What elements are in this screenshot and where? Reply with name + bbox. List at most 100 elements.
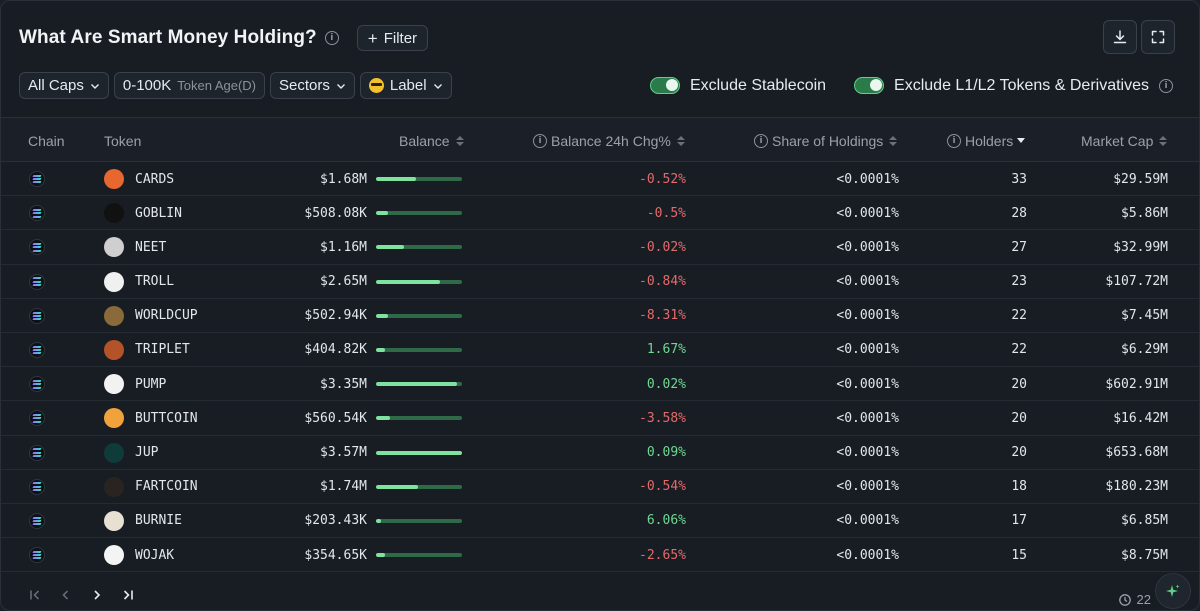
- table-row[interactable]: NEET $1.16M -0.02% <0.0001% 27 $32.99M: [1, 230, 1199, 265]
- balance-bar-cell: [367, 162, 462, 196]
- table-row[interactable]: WORLDCUP $502.94K -8.31% <0.0001% 22 $7.45M: [1, 299, 1199, 333]
- label-dropdown[interactable]: Label: [359, 72, 452, 99]
- balance-value: $203.43K: [304, 513, 367, 529]
- balance-chg-cell: -3.58%: [639, 401, 686, 435]
- download-button[interactable]: [1103, 20, 1137, 54]
- balance-value: $1.68M: [320, 171, 367, 187]
- table-row[interactable]: GOBLIN $508.08K -0.5% <0.0001% 28 $5.86M: [1, 196, 1199, 231]
- next-page-button[interactable]: [89, 587, 105, 603]
- holders-value: 18: [1011, 479, 1027, 495]
- balance-bar: [376, 450, 462, 455]
- balance-chg-cell: -0.02%: [639, 230, 686, 264]
- holders-value: 33: [1011, 171, 1027, 187]
- token-cell[interactable]: TROLL: [104, 265, 174, 299]
- column-header-market-cap[interactable]: Market Cap: [1081, 118, 1168, 163]
- table-row[interactable]: CARDS $1.68M -0.52% <0.0001% 33 $29.59M: [1, 162, 1199, 197]
- balance-chg-cell: -0.52%: [639, 162, 686, 196]
- fullscreen-button[interactable]: [1141, 20, 1175, 54]
- previous-page-button[interactable]: [58, 587, 74, 603]
- balance-bar-fill: [376, 245, 404, 250]
- column-header-holders[interactable]: i Holders: [947, 118, 1026, 163]
- balance-bar-fill: [376, 416, 390, 421]
- token-symbol[interactable]: FARTCOIN: [135, 479, 198, 495]
- column-header-balance-chg[interactable]: i Balance 24h Chg%: [533, 118, 685, 163]
- column-header-balance[interactable]: Balance: [399, 118, 464, 163]
- balance-chg-cell: -0.84%: [639, 265, 686, 299]
- token-cell[interactable]: BURNIE: [104, 504, 182, 538]
- balance-bar: [376, 211, 462, 216]
- info-icon[interactable]: i: [1159, 78, 1173, 93]
- token-symbol[interactable]: BURNIE: [135, 513, 182, 529]
- toggle-group: Exclude Stablecoin Exclude L1/L2 Tokens …: [649, 72, 1173, 99]
- balance-value: $1.16M: [320, 239, 367, 255]
- chain-cell: [29, 401, 45, 435]
- token-cell[interactable]: PUMP: [104, 367, 166, 401]
- token-symbol[interactable]: PUMP: [135, 376, 167, 392]
- first-page-button[interactable]: [27, 587, 43, 603]
- share-value: <0.0001%: [836, 479, 899, 495]
- balance-bar-cell: [367, 299, 462, 333]
- market-cap-value: $602.91M: [1105, 376, 1168, 392]
- table-row[interactable]: TRIPLET $404.82K 1.67% <0.0001% 22 $6.29M: [1, 333, 1199, 368]
- column-header-share[interactable]: i Share of Holdings: [754, 118, 898, 163]
- token-symbol[interactable]: JUP: [135, 445, 159, 460]
- token-cell[interactable]: FARTCOIN: [104, 470, 198, 504]
- token-header-label: Token: [104, 132, 142, 149]
- market-cap-cell: $6.85M: [1121, 504, 1168, 538]
- share-header-label: Share of Holdings: [772, 132, 884, 149]
- solana-chain-icon: [29, 478, 45, 495]
- holders-value: 20: [1011, 376, 1027, 392]
- info-icon[interactable]: i: [754, 133, 768, 148]
- balance-chg-value: -0.02%: [639, 239, 686, 255]
- token-cell[interactable]: WOJAK: [104, 538, 174, 572]
- market-cap-value: $5.86M: [1121, 205, 1168, 221]
- token-cell[interactable]: JUP: [104, 436, 158, 470]
- share-value: <0.0001%: [836, 274, 899, 290]
- table-row[interactable]: FARTCOIN $1.74M -0.54% <0.0001% 18 $180.23M: [1, 470, 1199, 504]
- caps-dropdown-label: All Caps: [28, 77, 84, 94]
- share-cell: <0.0001%: [836, 299, 899, 333]
- last-page-button[interactable]: [120, 587, 136, 603]
- table-row[interactable]: TROLL $2.65M -0.84% <0.0001% 23 $107.72M: [1, 265, 1199, 299]
- token-cell[interactable]: WORLDCUP: [104, 299, 198, 333]
- chain-header-label: Chain: [28, 132, 65, 149]
- info-icon[interactable]: i: [533, 133, 547, 148]
- holders-value: 22: [1011, 308, 1027, 324]
- exclude-l1l2-toggle[interactable]: [854, 77, 885, 94]
- balance-cell: $3.35M: [320, 367, 367, 401]
- ai-assistant-button[interactable]: [1155, 573, 1191, 609]
- market-cap-value: $16.42M: [1113, 410, 1168, 426]
- token-symbol[interactable]: BUTTCOIN: [135, 410, 198, 426]
- token-age-filter[interactable]: 0-100K Token Age(D): [113, 72, 265, 99]
- balance-cell: $2.65M: [320, 265, 367, 299]
- info-icon[interactable]: i: [324, 31, 339, 45]
- sectors-dropdown[interactable]: Sectors: [270, 72, 355, 99]
- table-row[interactable]: PUMP $3.35M 0.02% <0.0001% 20 $602.91M: [1, 367, 1199, 402]
- share-value: <0.0001%: [836, 547, 899, 563]
- token-symbol[interactable]: WOJAK: [135, 547, 175, 563]
- filter-button[interactable]: + Filter: [356, 25, 429, 51]
- toggle-knob: [870, 79, 883, 91]
- table-row[interactable]: BURNIE $203.43K 6.06% <0.0001% 17 $6.85M: [1, 504, 1199, 539]
- token-symbol[interactable]: TRIPLET: [135, 342, 190, 358]
- token-symbol[interactable]: WORLDCUP: [135, 308, 198, 324]
- token-symbol[interactable]: TROLL: [135, 274, 175, 290]
- toggle-knob: [665, 79, 678, 91]
- caps-dropdown[interactable]: All Caps: [19, 72, 109, 99]
- holders-cell: 23: [1011, 265, 1027, 299]
- table-row[interactable]: WOJAK $354.65K -2.65% <0.0001% 15 $8.75M: [1, 538, 1199, 573]
- token-cell[interactable]: GOBLIN: [104, 196, 182, 230]
- label-dropdown-label: Label: [389, 77, 427, 94]
- balance-chg-cell: 6.06%: [647, 504, 686, 538]
- token-cell[interactable]: BUTTCOIN: [104, 401, 198, 435]
- table-row[interactable]: JUP $3.57M 0.09% <0.0001% 20 $653.68M: [1, 436, 1199, 470]
- table-row[interactable]: BUTTCOIN $560.54K -3.58% <0.0001% 20 $16.42M: [1, 401, 1199, 436]
- token-symbol[interactable]: GOBLIN: [135, 205, 182, 221]
- token-symbol[interactable]: CARDS: [135, 171, 175, 187]
- token-cell[interactable]: TRIPLET: [104, 333, 190, 367]
- token-cell[interactable]: CARDS: [104, 162, 174, 196]
- exclude-stablecoin-toggle[interactable]: [649, 77, 680, 94]
- token-cell[interactable]: NEET: [104, 230, 166, 264]
- token-symbol[interactable]: NEET: [135, 239, 167, 255]
- info-icon[interactable]: i: [947, 133, 961, 148]
